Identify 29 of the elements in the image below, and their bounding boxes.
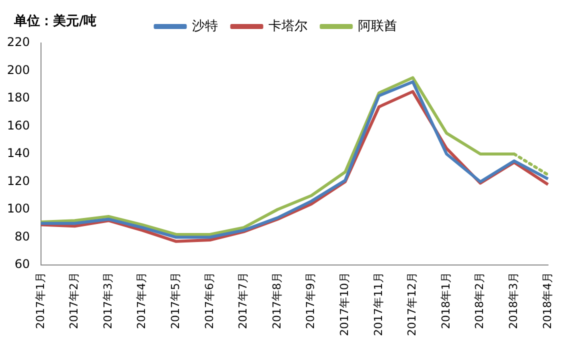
y-tick-label: 60 (14, 257, 30, 272)
x-tick-label: 2018年1月 (439, 272, 452, 330)
legend-label: 卡塔尔 (268, 18, 308, 34)
y-tick-label: 140 (7, 146, 30, 160)
x-tick-label: 2018年3月 (507, 272, 520, 330)
x-tick-label: 2017年5月 (168, 272, 182, 330)
x-tick-label: 2017年1月 (34, 272, 47, 330)
x-tick-label: 2017年6月 (202, 272, 216, 330)
y-axis-title: 单位：美元/吨 (14, 12, 97, 30)
x-tick-label: 2017年8月 (270, 272, 284, 330)
x-tick-label: 2018年2月 (473, 272, 486, 330)
x-tick-label: 2017年12月 (406, 272, 419, 336)
y-tick-label: 100 (7, 202, 30, 216)
x-tick-label: 2017年11月 (372, 272, 385, 336)
y-tick-label: 160 (7, 118, 30, 132)
y-tick-label: 200 (7, 62, 30, 77)
y-tick-label: 80 (14, 229, 30, 244)
x-tick-label: 2017年4月 (135, 272, 148, 330)
x-tick-label: 2017年3月 (101, 272, 114, 330)
y-tick-label: 180 (7, 90, 30, 105)
y-tick-label: 220 (7, 35, 30, 50)
legend-label: 沙特 (192, 18, 218, 34)
x-tick-label: 2017年10月 (338, 272, 352, 336)
x-tick-label: 2017年9月 (304, 272, 318, 330)
x-tick-label: 2017年7月 (236, 272, 250, 330)
y-tick-label: 120 (7, 174, 30, 188)
legend-label: 阿联酋 (358, 18, 397, 34)
x-tick-label: 2018年4月 (540, 272, 554, 330)
x-tick-label: 2017年2月 (68, 272, 81, 330)
